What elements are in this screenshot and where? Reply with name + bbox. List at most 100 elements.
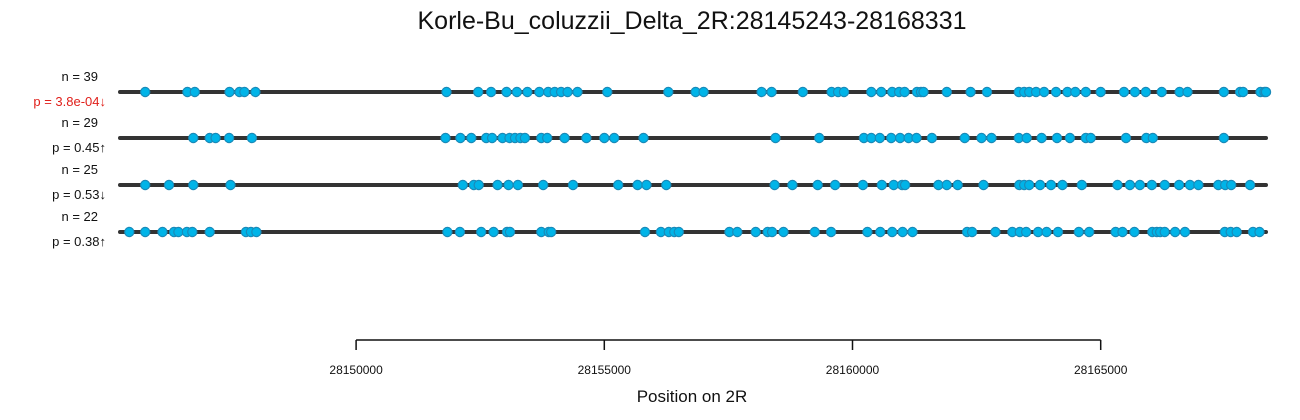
data-point — [829, 179, 841, 191]
data-point — [1021, 132, 1032, 144]
data-point — [876, 86, 887, 98]
data-point — [473, 179, 484, 191]
data-point — [485, 86, 497, 98]
data-point — [862, 226, 873, 238]
data-point — [874, 132, 886, 144]
data-point — [124, 226, 135, 238]
data-point — [894, 132, 906, 144]
row-n-label: n = 22 — [61, 209, 98, 224]
x-axis-title: Position on 2R — [637, 387, 748, 406]
x-axis: 28150000 28155000 28160000 28165000 — [329, 339, 1128, 377]
track-row: n = 39 p = 3.8e-04↓ — [33, 69, 1272, 109]
data-point — [522, 86, 533, 98]
data-point — [1112, 179, 1123, 191]
data-point — [1146, 179, 1158, 191]
data-point — [899, 86, 910, 98]
data-point — [990, 226, 1001, 238]
data-point — [1179, 226, 1191, 238]
data-point — [809, 226, 821, 238]
data-point — [1156, 86, 1167, 98]
track-row: n = 25 p = 0.53↓ — [52, 162, 1268, 202]
data-point — [157, 226, 168, 238]
data-point — [981, 86, 993, 98]
data-point — [454, 226, 466, 238]
data-point — [441, 86, 452, 98]
row-n-label: n = 39 — [61, 69, 98, 84]
data-point — [897, 226, 908, 238]
data-point — [1129, 226, 1140, 238]
data-point — [941, 179, 953, 191]
data-point — [239, 86, 250, 98]
x-tick-label: 28160000 — [826, 363, 880, 377]
data-point — [1169, 226, 1181, 238]
data-point — [163, 179, 175, 191]
data-point — [173, 226, 184, 238]
data-point — [1095, 86, 1106, 98]
data-point — [1057, 179, 1068, 191]
data-point — [887, 226, 898, 238]
data-point — [825, 226, 837, 238]
data-point — [602, 86, 613, 98]
data-point — [225, 179, 236, 191]
data-point — [1117, 226, 1128, 238]
data-point — [519, 132, 531, 144]
data-point — [1052, 226, 1064, 238]
data-point — [698, 86, 709, 98]
data-point — [966, 226, 978, 238]
data-point — [1034, 179, 1046, 191]
data-point — [1225, 179, 1237, 191]
data-point — [1045, 179, 1057, 191]
data-point — [1159, 226, 1170, 238]
data-point — [899, 179, 911, 191]
data-point — [1064, 132, 1076, 144]
data-point — [632, 179, 643, 191]
data-point — [857, 179, 869, 191]
data-point — [661, 179, 672, 191]
row-p-label: p = 3.8e-04↓ — [33, 94, 106, 109]
data-point — [187, 226, 198, 238]
data-point — [1193, 179, 1204, 191]
data-point — [1073, 226, 1085, 238]
row-n-label: n = 29 — [61, 115, 98, 130]
track-row: n = 22 p = 0.38↑ — [52, 209, 1268, 249]
data-point — [1118, 86, 1130, 98]
data-point — [986, 132, 997, 144]
row-p-label: p = 0.38↑ — [52, 234, 106, 249]
row-p-label: p = 0.53↓ — [52, 187, 106, 202]
data-point — [756, 86, 767, 98]
data-point — [750, 226, 761, 238]
data-point — [581, 132, 592, 144]
data-point — [546, 226, 557, 238]
data-point — [1147, 132, 1159, 144]
data-point — [504, 226, 516, 238]
track-row: n = 29 p = 0.45↑ — [52, 115, 1268, 155]
data-point — [1076, 179, 1088, 191]
data-point — [770, 132, 781, 144]
data-point — [769, 179, 780, 191]
data-point — [542, 132, 553, 144]
data-point — [875, 226, 886, 238]
data-point — [567, 179, 579, 191]
data-point — [1038, 86, 1050, 98]
data-point — [457, 179, 468, 191]
data-point — [1051, 132, 1063, 144]
data-point — [876, 179, 888, 191]
data-point — [501, 86, 512, 98]
data-point — [1244, 179, 1256, 191]
x-tick-label: 28165000 — [1074, 363, 1128, 377]
data-point — [1140, 86, 1152, 98]
data-point — [1050, 86, 1062, 98]
data-point — [639, 226, 651, 238]
data-point — [599, 132, 610, 144]
data-point — [641, 179, 652, 191]
data-point — [534, 86, 545, 98]
data-point — [250, 86, 261, 98]
data-point — [797, 86, 809, 98]
data-point — [959, 132, 970, 144]
data-point — [911, 132, 922, 144]
data-point — [188, 132, 199, 144]
data-point — [562, 86, 573, 98]
data-point — [1182, 86, 1193, 98]
x-tick-label: 28150000 — [329, 363, 383, 377]
